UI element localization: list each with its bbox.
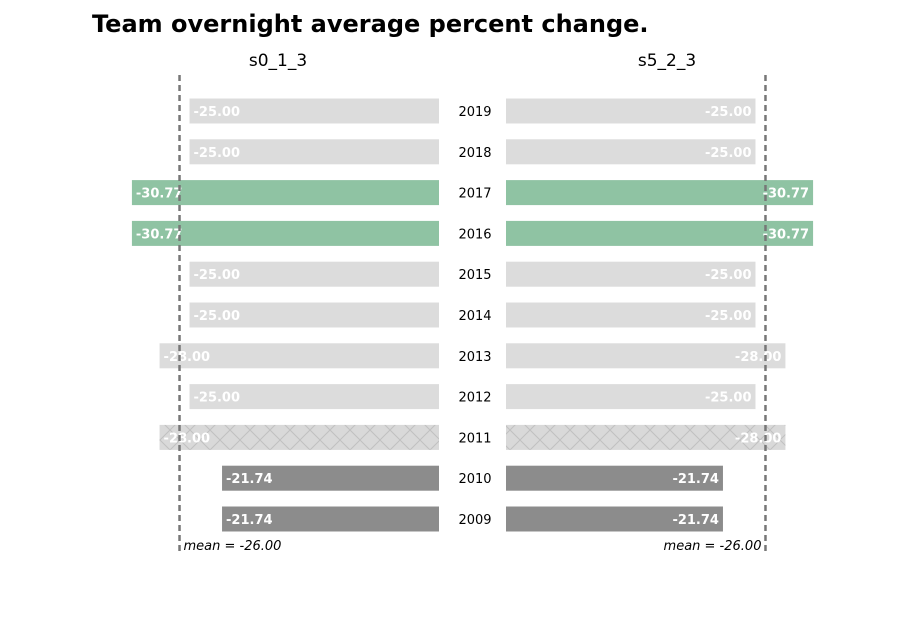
year-label: 2011 xyxy=(458,431,491,446)
year-label: 2019 xyxy=(458,105,491,120)
right-bar xyxy=(506,261,756,287)
right-bar-label: -25.00 xyxy=(705,391,752,406)
year-label: 2018 xyxy=(458,146,491,161)
right-bar xyxy=(506,343,786,369)
left-bar xyxy=(222,465,439,491)
right-bar-label: -25.00 xyxy=(705,268,752,283)
left-bar xyxy=(189,302,439,328)
right-bar xyxy=(506,302,756,328)
left-bar-label: -28.00 xyxy=(164,350,211,365)
left-bar-label: -25.00 xyxy=(194,268,241,283)
left-panel-title: s0_1_3 xyxy=(249,51,307,71)
right-bar-label: -25.00 xyxy=(705,146,752,161)
right-bar-label: -28.00 xyxy=(735,431,782,446)
right-bar xyxy=(506,180,814,206)
left-bar-label: -25.00 xyxy=(194,391,241,406)
left-bar xyxy=(159,424,439,450)
left-bar xyxy=(131,180,439,206)
year-label: 2017 xyxy=(458,187,491,202)
right-bar-label: -25.00 xyxy=(705,105,752,120)
left-bar xyxy=(131,220,439,246)
left-bar xyxy=(159,343,439,369)
year-label: 2015 xyxy=(458,268,491,283)
chart-title: Team overnight average percent change. xyxy=(92,10,649,38)
left-mean-label: mean = -26.00 xyxy=(184,539,282,554)
right-bar xyxy=(506,220,814,246)
year-label: 2010 xyxy=(458,472,491,487)
bar-marks: 2019 -25.00 -25.00 2018 -25.00 -25.00 2017 -30.… xyxy=(131,75,814,554)
right-bar-label: -21.74 xyxy=(672,513,719,528)
left-bar-label: -25.00 xyxy=(194,309,241,324)
right-bar xyxy=(506,506,723,532)
right-bar xyxy=(506,98,756,124)
left-bar-label: -28.00 xyxy=(164,431,211,446)
left-bar-label: -25.00 xyxy=(194,105,241,120)
right-bar xyxy=(506,139,756,165)
left-bar-label: -21.74 xyxy=(226,472,273,487)
right-bar-label: -25.00 xyxy=(705,309,752,324)
year-label: 2014 xyxy=(458,309,491,324)
year-label: 2012 xyxy=(458,391,491,406)
right-bar xyxy=(506,465,723,491)
left-bar-label: -30.77 xyxy=(136,227,183,242)
year-label: 2009 xyxy=(458,513,491,528)
right-panel-title: s5_2_3 xyxy=(638,51,696,71)
left-bar-label: -25.00 xyxy=(194,146,241,161)
year-label: 2013 xyxy=(458,350,491,365)
left-bar-label: -21.74 xyxy=(226,513,273,528)
right-bar-label: -28.00 xyxy=(735,350,782,365)
left-bar xyxy=(189,384,439,410)
right-bar-label: -30.77 xyxy=(763,187,810,202)
right-bar-label: -21.74 xyxy=(672,472,719,487)
year-label: 2016 xyxy=(458,227,491,242)
right-bar xyxy=(506,384,756,410)
right-bar xyxy=(506,424,786,450)
left-bar-label: -30.77 xyxy=(136,187,183,202)
left-bar xyxy=(189,98,439,124)
left-bar xyxy=(189,261,439,287)
left-bar xyxy=(189,139,439,165)
right-bar-label: -30.77 xyxy=(763,227,810,242)
right-mean-label: mean = -26.00 xyxy=(664,539,762,554)
left-bar xyxy=(222,506,439,532)
